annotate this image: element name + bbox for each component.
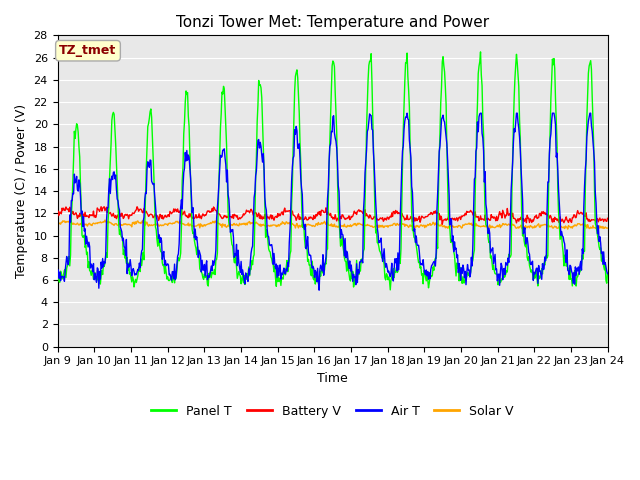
Solar V: [177, 221, 184, 227]
Battery V: [416, 219, 424, 225]
Battery V: [177, 209, 184, 215]
Battery V: [97, 204, 105, 210]
Solar V: [101, 217, 109, 223]
X-axis label: Time: Time: [317, 372, 348, 385]
Air T: [316, 288, 323, 293]
Panel T: [120, 247, 128, 253]
Air T: [205, 275, 213, 280]
Solar V: [604, 225, 611, 231]
Panel T: [604, 270, 611, 276]
Air T: [120, 243, 128, 249]
Air T: [54, 267, 61, 273]
Battery V: [400, 215, 408, 221]
Solar V: [206, 221, 214, 227]
Line: Panel T: Panel T: [58, 52, 607, 290]
Air T: [403, 110, 411, 116]
Solar V: [416, 223, 424, 228]
Solar V: [63, 219, 71, 225]
Battery V: [206, 209, 214, 215]
Air T: [400, 127, 408, 132]
Panel T: [205, 270, 213, 276]
Line: Air T: Air T: [58, 113, 607, 290]
Panel T: [63, 263, 71, 268]
Air T: [63, 259, 71, 264]
Battery V: [121, 212, 129, 217]
Battery V: [54, 214, 61, 220]
Panel T: [387, 287, 394, 293]
Battery V: [438, 221, 446, 227]
Legend: Panel T, Battery V, Air T, Solar V: Panel T, Battery V, Air T, Solar V: [146, 400, 519, 423]
Y-axis label: Temperature (C) / Power (V): Temperature (C) / Power (V): [15, 104, 28, 278]
Panel T: [416, 265, 424, 271]
Panel T: [477, 49, 484, 55]
Air T: [176, 218, 184, 224]
Air T: [604, 271, 611, 276]
Air T: [417, 262, 425, 268]
Solar V: [564, 226, 572, 232]
Title: Tonzi Tower Met: Temperature and Power: Tonzi Tower Met: Temperature and Power: [176, 15, 489, 30]
Panel T: [400, 103, 408, 108]
Solar V: [54, 221, 61, 227]
Solar V: [400, 221, 408, 227]
Line: Solar V: Solar V: [58, 220, 607, 229]
Solar V: [121, 222, 129, 228]
Battery V: [604, 216, 611, 221]
Panel T: [176, 255, 184, 261]
Line: Battery V: Battery V: [58, 207, 607, 224]
Panel T: [54, 276, 61, 281]
Text: TZ_tmet: TZ_tmet: [60, 44, 116, 57]
Battery V: [63, 207, 71, 213]
